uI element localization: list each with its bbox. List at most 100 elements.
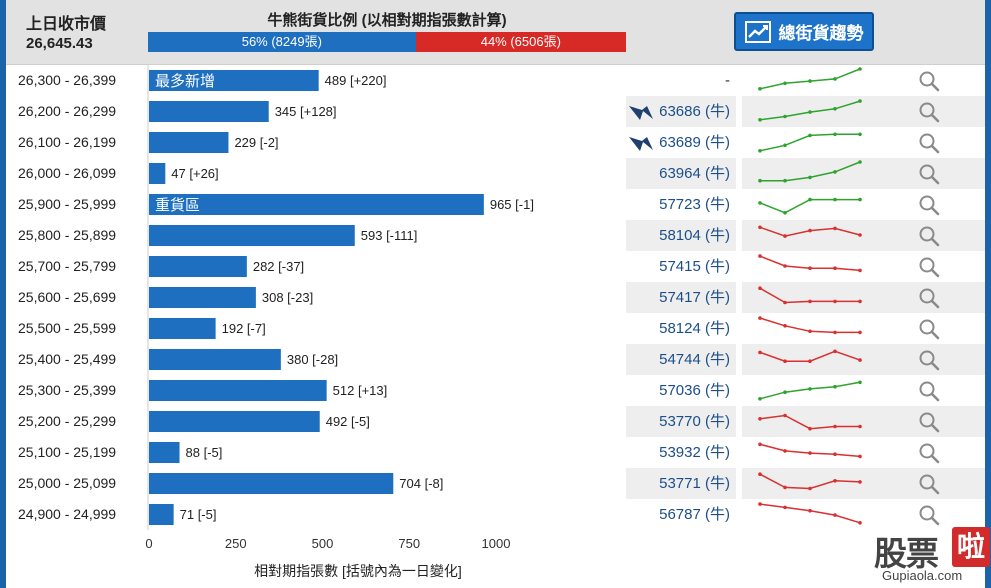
trend-sparkline (742, 251, 872, 282)
sparkline-point (858, 454, 862, 459)
trend-sparkline (742, 127, 872, 158)
search-icon[interactable] (872, 220, 985, 251)
x-tick-label: 1000 (482, 536, 511, 551)
trend-sparkline (742, 375, 872, 406)
search-icon[interactable] (872, 313, 985, 344)
prev-close-label: 上日收市價 (26, 16, 107, 33)
strike-range-label: 25,700 - 25,799 (18, 258, 117, 274)
sparkline-point (833, 479, 837, 483)
sparkline-point (833, 384, 837, 389)
sparkline-point (783, 81, 787, 86)
cbbc-code-link[interactable]: 57417 (牛) (626, 282, 736, 313)
sparkline-point (808, 266, 812, 270)
sparkline-point (808, 299, 812, 304)
bull-ratio-segment: 56% (8249張) (148, 32, 416, 52)
cbbc-code-link[interactable]: 57415 (牛) (659, 258, 730, 275)
search-icon[interactable] (872, 251, 985, 282)
bar (149, 318, 216, 339)
sparkline-point (808, 329, 812, 334)
trend-sparkline (742, 282, 872, 313)
sparkline-point (808, 110, 812, 114)
trend-sparkline (742, 437, 872, 468)
cbbc-code-link[interactable]: 57036 (牛) (659, 382, 730, 399)
bar-value-label: 192 [-7] (222, 321, 266, 336)
cbbc-code-link[interactable]: 63964 (牛) (626, 158, 736, 189)
search-icon[interactable] (872, 344, 985, 375)
sparkline-point (758, 397, 762, 401)
bar-chart: 489 [+220] 345 [+128] 229 [-2] 47 [+26] 965 … (145, 65, 534, 551)
trend-sparkline (742, 313, 872, 344)
cbbc-code-link[interactable]: 56787 (牛) (659, 506, 730, 523)
watermark-url: Gupiaola.com (882, 568, 963, 583)
x-tick-label: 750 (398, 536, 420, 551)
sparkline-point (758, 350, 762, 355)
total-trend-button[interactable]: 總街貨趨勢 (734, 12, 874, 51)
strike-range-label: 25,300 - 25,399 (18, 382, 117, 398)
bar (149, 287, 256, 308)
sparkline-point (808, 426, 812, 431)
search-icon[interactable] (872, 158, 985, 189)
strike-range-label: 25,200 - 25,299 (18, 413, 117, 429)
search-icon[interactable] (872, 406, 985, 437)
sparkline-point (858, 67, 862, 71)
search-icon[interactable] (872, 96, 985, 127)
x-tick-label: 0 (145, 536, 152, 551)
trend-sparkline (742, 468, 872, 499)
bar (149, 70, 319, 91)
prev-close-value: 26,645.43 (26, 35, 93, 52)
bar-note-label: 最多新增 (155, 73, 215, 90)
bar-note-label: 重貨區 (155, 197, 200, 214)
sparkline-point (833, 107, 837, 111)
sparkline-point (808, 197, 812, 202)
cbbc-code-link[interactable]: 58124 (牛) (659, 320, 730, 337)
bar-value-label: 88 [-5] (186, 445, 223, 460)
search-icon[interactable] (872, 499, 985, 530)
search-icon[interactable] (872, 437, 985, 468)
cbbc-code-link[interactable]: 58104 (牛) (626, 220, 736, 251)
sparkline-point (858, 380, 862, 385)
bull-horn-icon (629, 137, 653, 151)
ratio-bar: 56% (8249張) 44% (6506張) (148, 32, 626, 52)
search-icon[interactable] (872, 65, 985, 96)
sparkline-point (858, 132, 862, 137)
cbbc-code-link[interactable]: 63689 (牛) (659, 134, 730, 151)
cbbc-code-link[interactable]: 53770 (牛) (626, 406, 736, 437)
cbbc-code-link[interactable]: 53932 (牛) (659, 444, 730, 461)
sparkline-point (758, 442, 762, 447)
sparkline-point (758, 201, 762, 205)
trend-sparkline (742, 406, 872, 437)
search-icon[interactable] (872, 468, 985, 499)
sparkline-point (783, 505, 787, 510)
strike-range-label: 26,100 - 26,199 (18, 134, 117, 150)
sparkline-point (783, 300, 787, 305)
strike-range-label: 26,200 - 26,299 (18, 103, 117, 119)
sparkline-point (758, 502, 762, 506)
cbbc-code-link[interactable]: 54744 (牛) (626, 344, 736, 375)
sparkline-point (783, 211, 787, 215)
bar (149, 225, 355, 246)
sparkline-point (808, 387, 812, 391)
sparkline-point (833, 197, 837, 202)
bar (149, 380, 327, 401)
sparkline-point (858, 233, 862, 237)
bar (149, 411, 320, 432)
trend-sparkline (742, 96, 872, 127)
strike-range-label: 25,900 - 25,999 (18, 196, 117, 212)
cbbc-code-link[interactable]: 57723 (牛) (659, 196, 730, 213)
bull-horn-icon (629, 106, 653, 120)
search-icon[interactable] (872, 127, 985, 158)
trend-sparkline (742, 65, 872, 96)
sparkline-point (783, 324, 787, 328)
search-icon[interactable] (872, 189, 985, 220)
sparkline-point (833, 77, 837, 81)
bar-value-label: 380 [-28] (287, 352, 338, 367)
sparkline-point (858, 330, 862, 335)
bar-value-label: 282 [-37] (253, 259, 304, 274)
search-icon[interactable] (872, 282, 985, 313)
bear-ratio-segment: 44% (6506張) (415, 32, 626, 52)
sparkline-point (833, 349, 837, 354)
bar-value-label: 47 [+26] (171, 166, 218, 181)
search-icon[interactable] (872, 375, 985, 406)
cbbc-code-link[interactable]: 53771 (牛) (626, 468, 736, 499)
